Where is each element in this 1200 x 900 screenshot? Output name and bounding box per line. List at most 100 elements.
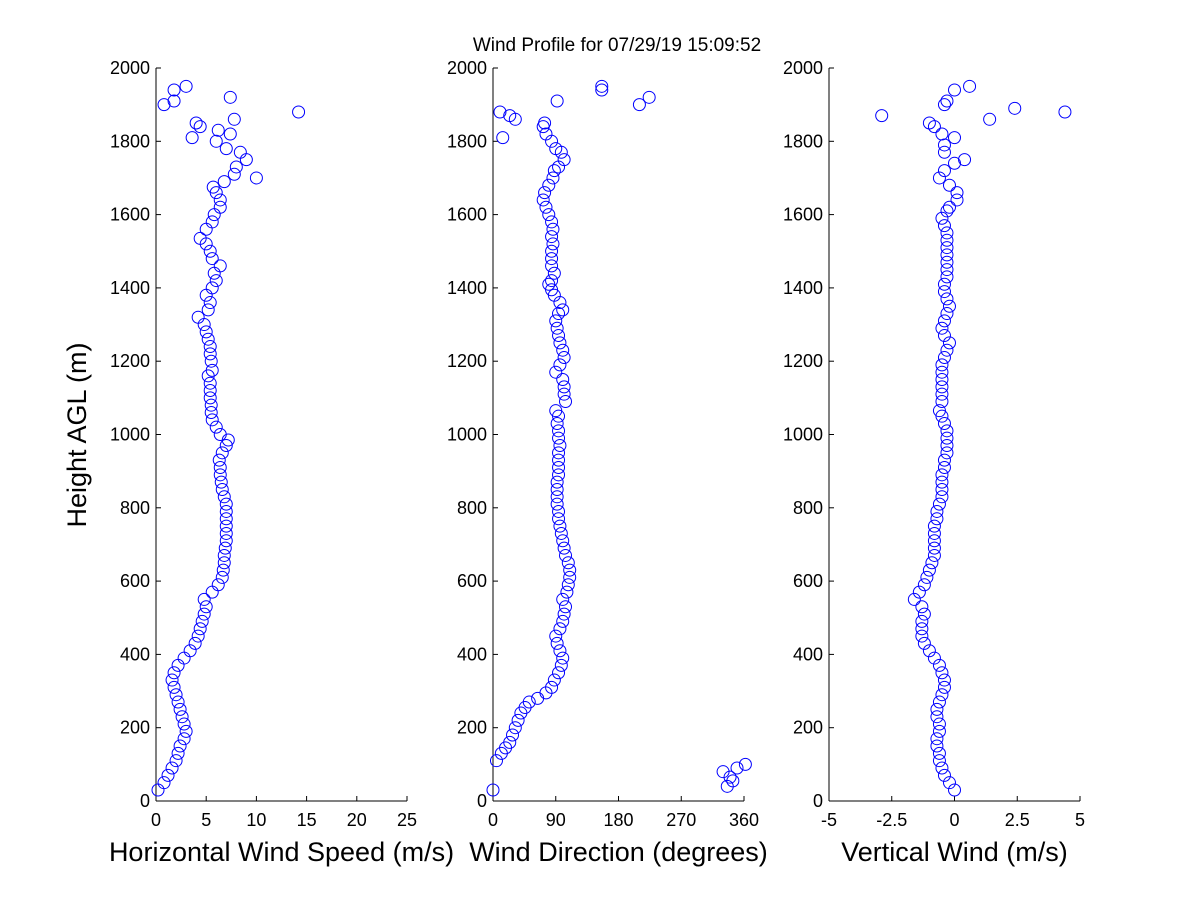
data-point	[233, 145, 247, 159]
data-point	[219, 526, 233, 540]
data-point	[738, 757, 752, 771]
data-point	[539, 200, 553, 214]
direction-x-axis-label: Wind Direction (degrees)	[469, 837, 768, 867]
data-point	[935, 490, 949, 504]
data-point	[927, 534, 941, 548]
data-point	[545, 259, 559, 273]
data-point	[922, 563, 936, 577]
data-point	[550, 636, 564, 650]
data-point	[942, 336, 956, 350]
data-point	[204, 406, 218, 420]
data-point	[552, 512, 566, 526]
data-point	[950, 186, 964, 200]
data-point	[545, 274, 559, 288]
data-point	[927, 541, 941, 555]
data-point	[937, 314, 951, 328]
data-point	[935, 380, 949, 394]
data-point	[499, 741, 513, 755]
data-point	[553, 519, 567, 533]
data-point	[556, 592, 570, 606]
data-point	[171, 695, 185, 709]
direction-y-tick-label: 0	[477, 791, 487, 811]
data-point	[716, 765, 730, 779]
data-point	[549, 365, 563, 379]
data-point	[726, 774, 740, 788]
speed-panel: 0 200 400 600 800 1000 1200 1400 1600 1800 2000 0 5 1…	[109, 58, 454, 867]
speed-x-axis-label: Horizontal Wind Speed (m/s)	[109, 837, 454, 867]
data-point	[556, 303, 570, 317]
data-point	[204, 354, 218, 368]
data-point	[496, 131, 510, 145]
data-point	[197, 607, 211, 621]
direction-x-tick-label: 0	[488, 810, 498, 830]
speed-y-tick-label: 600	[120, 571, 150, 591]
data-point	[197, 318, 211, 332]
data-point	[561, 578, 575, 592]
speed-x-tick-label: 5	[201, 810, 211, 830]
data-point	[547, 266, 561, 280]
vertical-y-tick-label: 600	[793, 571, 823, 591]
data-point	[937, 673, 951, 687]
data-point	[218, 541, 232, 555]
data-point	[203, 296, 217, 310]
speed-x-tick-label: 15	[297, 810, 317, 830]
data-point	[937, 460, 951, 474]
data-point	[213, 468, 227, 482]
data-point	[940, 431, 954, 445]
data-point	[547, 164, 561, 178]
data-point	[171, 658, 185, 672]
data-point	[161, 768, 175, 782]
data-point	[165, 761, 179, 775]
data-point	[179, 724, 193, 738]
data-point	[935, 373, 949, 387]
data-point	[547, 673, 561, 687]
data-point	[557, 351, 571, 365]
speed-y-tick-label: 200	[120, 718, 150, 738]
data-point	[522, 695, 536, 709]
data-point	[203, 391, 217, 405]
speed-points	[151, 79, 306, 797]
data-point	[542, 208, 556, 222]
speed-x-tick-label: 0	[151, 810, 161, 830]
data-point	[549, 629, 563, 643]
data-point	[199, 325, 213, 339]
data-point	[942, 776, 956, 790]
data-point	[199, 288, 213, 302]
data-point	[948, 783, 961, 797]
data-point	[217, 490, 231, 504]
data-point	[937, 417, 951, 431]
data-point	[219, 142, 233, 156]
data-point	[935, 482, 949, 496]
data-point	[875, 109, 889, 123]
direction-x-tick-label: 90	[546, 810, 566, 830]
data-point	[930, 739, 944, 753]
vertical-y-tick-label: 1000	[783, 425, 823, 445]
vertical-y-tick-label: 1200	[783, 351, 823, 371]
data-point	[217, 175, 231, 189]
data-point	[940, 307, 954, 321]
data-point	[169, 754, 183, 768]
data-point	[940, 94, 954, 108]
data-point	[920, 570, 934, 584]
data-point	[204, 398, 218, 412]
data-point	[925, 556, 939, 570]
data-point	[937, 98, 951, 112]
vertical-y-tick-label: 800	[793, 498, 823, 518]
speed-x-tick-label: 10	[246, 810, 266, 830]
data-point	[203, 384, 217, 398]
data-point	[1008, 101, 1022, 115]
data-point	[557, 380, 571, 394]
speed-y-tick-label: 1800	[110, 131, 150, 151]
vertical-y-tick-label: 0	[813, 791, 823, 811]
data-point	[167, 680, 181, 694]
direction-x-tick-label: 270	[666, 810, 696, 830]
data-point	[165, 673, 179, 687]
data-point	[538, 186, 552, 200]
data-point	[209, 274, 223, 288]
data-point	[937, 219, 951, 233]
data-point	[550, 497, 564, 511]
data-point	[550, 475, 564, 489]
data-point	[937, 285, 951, 299]
data-point	[940, 233, 954, 247]
